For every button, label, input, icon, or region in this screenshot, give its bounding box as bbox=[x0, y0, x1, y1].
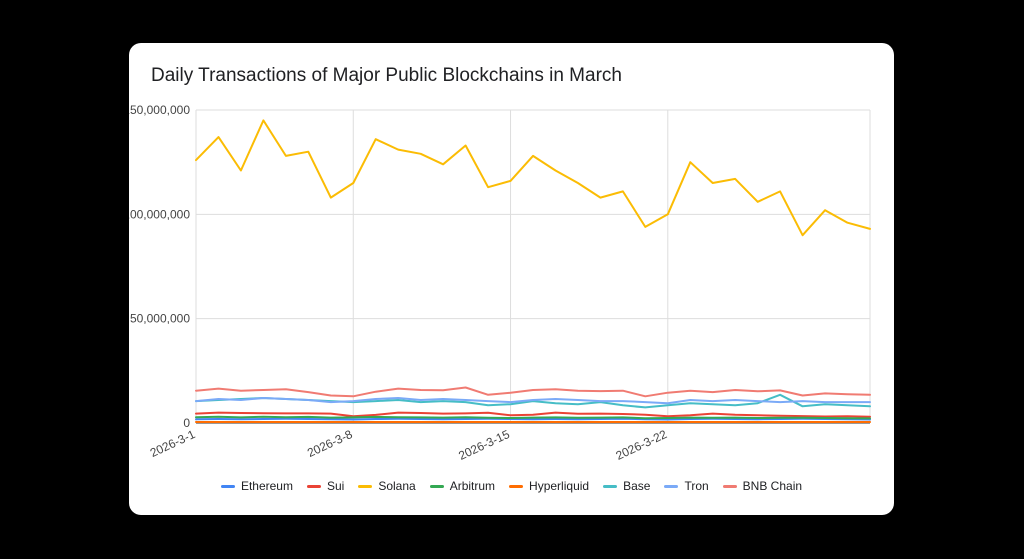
legend-swatch bbox=[429, 484, 444, 488]
chart-card: Daily Transactions of Major Public Block… bbox=[129, 43, 894, 515]
legend-swatch bbox=[722, 484, 737, 488]
legend-label: Ethereum bbox=[240, 479, 293, 493]
x-tick-label: 2026-3-8 bbox=[305, 427, 355, 460]
y-tick-label: 150,000,000 bbox=[129, 103, 190, 117]
y-tick-label: 0 bbox=[183, 416, 190, 430]
series-line-solana bbox=[195, 119, 871, 237]
legend-item: Base bbox=[603, 479, 650, 493]
legend-item: Hyperliquid bbox=[509, 479, 589, 493]
legend-label: Tron bbox=[684, 479, 709, 493]
legend-item: Arbitrum bbox=[429, 479, 496, 493]
series-layer bbox=[195, 119, 871, 423]
legend-swatch bbox=[664, 484, 679, 488]
legend-item: BNB Chain bbox=[722, 479, 803, 493]
series-line-arbitrum bbox=[195, 415, 871, 420]
legend-item: Tron bbox=[664, 479, 709, 493]
legend: Ethereum Sui Solana Arbitrum Hyperliquid Base… bbox=[129, 479, 894, 493]
series-line-bnb-chain bbox=[195, 386, 871, 398]
legend-swatch bbox=[358, 484, 373, 488]
legend-label: Sui bbox=[326, 479, 345, 493]
series-line-ethereum bbox=[195, 417, 871, 421]
legend-item: Ethereum bbox=[220, 479, 293, 493]
y-tick-label: 50,000,000 bbox=[130, 312, 190, 326]
legend-label: Solana bbox=[378, 479, 416, 493]
legend-label: BNB Chain bbox=[742, 479, 803, 493]
legend-label: Arbitrum bbox=[449, 479, 496, 493]
legend-item: Sui bbox=[306, 479, 345, 493]
x-tick-label: 2026-3-15 bbox=[456, 427, 512, 463]
legend-label: Hyperliquid bbox=[529, 479, 590, 493]
series-line-sui bbox=[195, 411, 871, 418]
x-tick-label: 2026-3-1 bbox=[148, 427, 198, 460]
legend-item: Solana bbox=[358, 479, 416, 493]
plot-area: 0 50,000,000 100,000,000 150,000,000 2026-3-… bbox=[129, 103, 871, 463]
legend-label: Base bbox=[623, 479, 651, 493]
legend-swatch bbox=[306, 484, 321, 488]
legend-swatch bbox=[509, 484, 524, 488]
chart-title: Daily Transactions of Major Public Block… bbox=[151, 65, 622, 86]
legend-swatch bbox=[603, 484, 618, 488]
x-tick-label: 2026-3-22 bbox=[614, 427, 670, 463]
y-tick-label: 100,000,000 bbox=[129, 207, 190, 221]
tick-layer: 0 50,000,000 100,000,000 150,000,000 2026-3-… bbox=[129, 103, 669, 463]
legend-swatch bbox=[220, 484, 235, 488]
series-line-tron bbox=[195, 397, 871, 405]
